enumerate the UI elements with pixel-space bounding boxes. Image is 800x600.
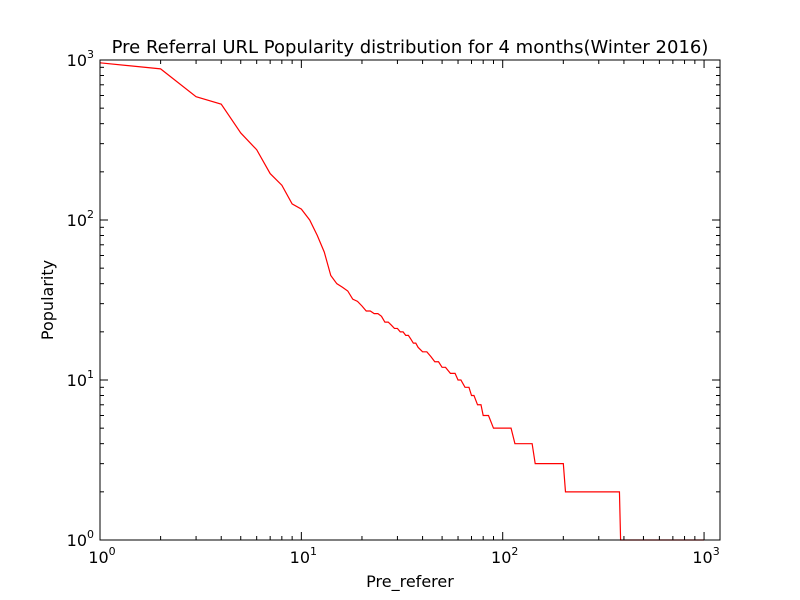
- y-tick-label-0: 100: [67, 528, 94, 550]
- series-line-0: [99, 62, 705, 541]
- x-tick-label-1: 101: [290, 545, 317, 567]
- axes-frame: [99, 59, 721, 541]
- x-tick-label-2: 102: [491, 545, 518, 567]
- chart-title: Pre Referral URL Popularity distribution…: [112, 37, 709, 58]
- x-axis-label: Pre_referer: [366, 572, 454, 592]
- y-axis-label: Popularity: [38, 260, 57, 340]
- y-tick-label-3: 103: [67, 48, 94, 70]
- y-tick-label-2: 102: [67, 208, 94, 230]
- y-tick-label-1: 101: [67, 368, 94, 390]
- line-layer: [99, 62, 705, 541]
- x-tick-label-3: 103: [692, 545, 719, 567]
- tick-layer: 100 101 102 103 100 101 102 103: [67, 48, 720, 567]
- x-tick-label-0: 100: [88, 545, 115, 567]
